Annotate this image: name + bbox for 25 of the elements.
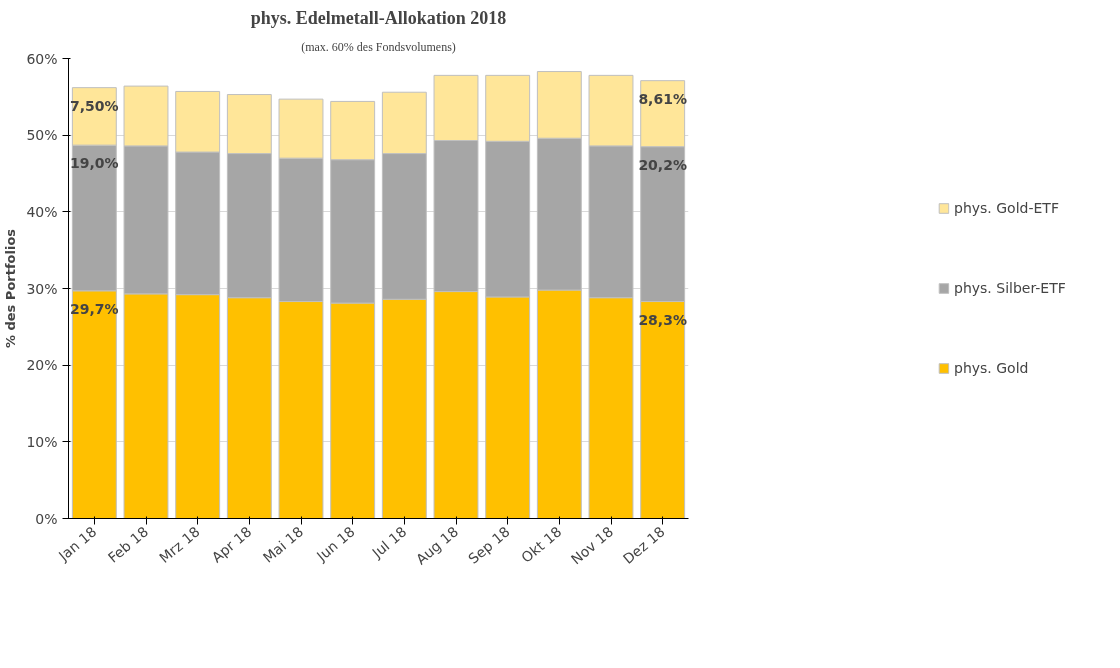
data-label: 7,50%: [70, 97, 119, 114]
y-tick-label: 10%: [26, 433, 58, 450]
x-tick-label: Apr 18: [208, 523, 255, 566]
y-tick-label: 50%: [26, 127, 58, 144]
x-tick-label: Jun 18: [312, 523, 358, 565]
y-tick-label: 60%: [26, 50, 58, 67]
x-tick-label: Mai 18: [260, 523, 307, 566]
data-label: 8,61%: [638, 90, 687, 107]
legend-label: phys. Gold: [954, 359, 1030, 378]
x-tick-label: Sep 18: [465, 523, 513, 567]
x-tick-label: Nov 18: [567, 523, 617, 568]
x-tick-label: Jul 18: [368, 523, 410, 562]
legend-label: phys. Gold-ETF: [954, 199, 1060, 218]
x-tick-label: Aug 18: [412, 523, 462, 568]
y-axis-title: % des Portfolios: [3, 228, 19, 349]
x-tick-label: Dez 18: [619, 523, 668, 568]
y-tick-label: 30%: [26, 280, 58, 297]
x-tick-label: Mrz 18: [156, 523, 203, 567]
x-tick-label: Feb 18: [104, 523, 152, 566]
chart-title: phys. Edelmetall-Allokation 2018: [250, 7, 507, 28]
x-tick-label: Okt 18: [518, 523, 565, 566]
y-tick-label: 40%: [26, 203, 58, 220]
chart-subtitle: (max. 60% des Fondsvolumens): [301, 39, 456, 54]
legend-label: phys. Silber-ETF: [954, 279, 1067, 298]
y-tick-label: 20%: [26, 357, 58, 374]
